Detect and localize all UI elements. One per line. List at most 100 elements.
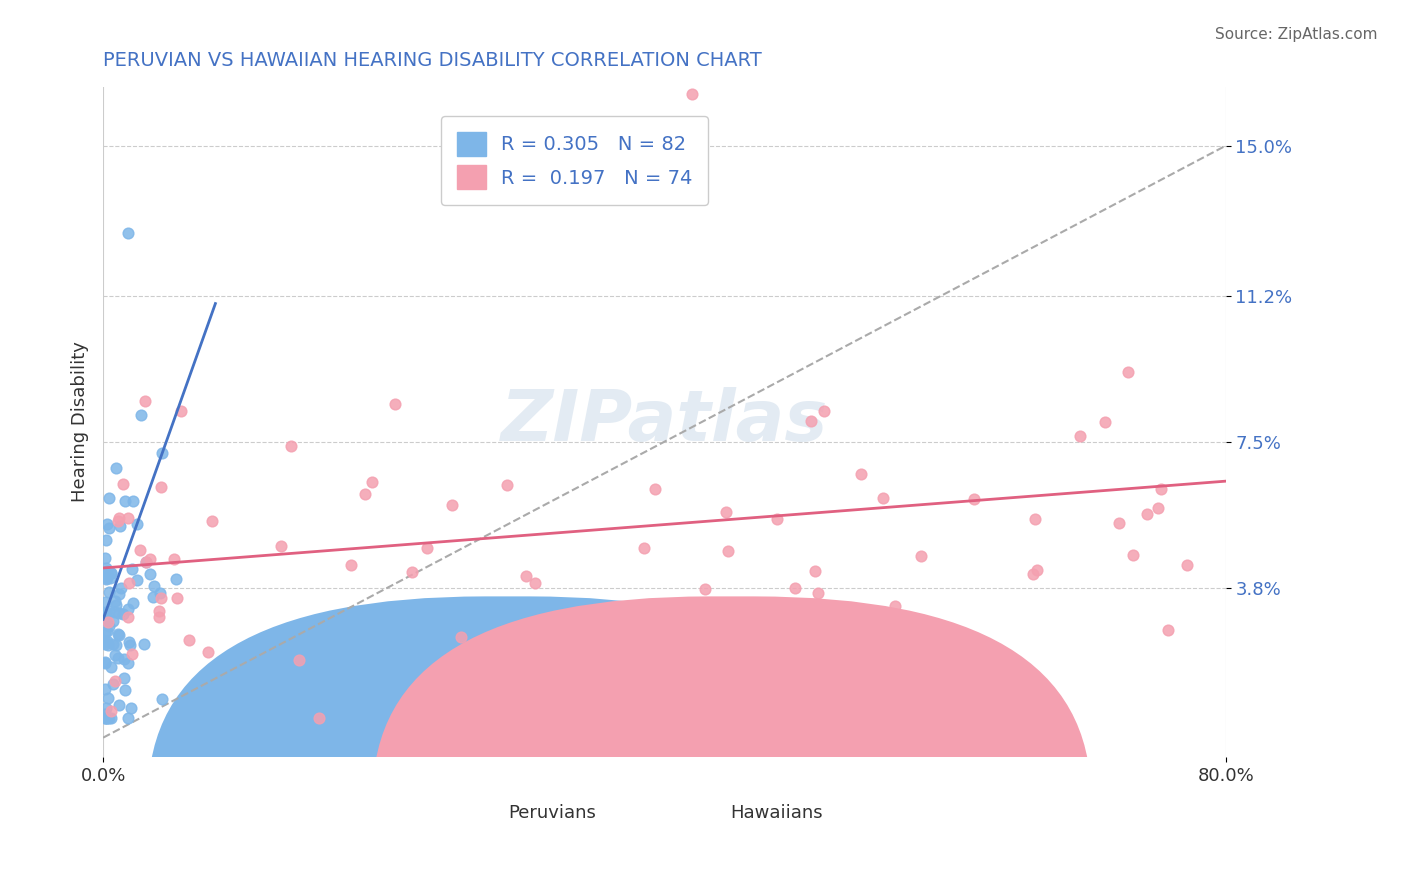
Peruvians <box>97 521 120 535</box>
Peruvians <box>94 700 117 714</box>
Peruvians <box>111 607 134 622</box>
Peruvians <box>93 637 115 651</box>
Hawaiians <box>783 581 806 595</box>
Hawaiians <box>1175 558 1198 573</box>
Peruvians <box>105 598 128 612</box>
Hawaiians <box>107 510 129 524</box>
Peruvians <box>104 594 127 608</box>
Peruvians <box>97 639 120 653</box>
Hawaiians <box>851 467 873 482</box>
Hawaiians <box>1150 483 1173 497</box>
Hawaiians <box>166 591 188 606</box>
Hawaiians <box>135 555 157 569</box>
Peruvians <box>93 681 115 696</box>
Peruvians <box>97 711 120 725</box>
Y-axis label: Hearing Disability: Hearing Disability <box>72 342 89 502</box>
Peruvians <box>96 634 118 648</box>
Hawaiians <box>150 480 173 494</box>
Peruvians <box>117 657 139 671</box>
Hawaiians <box>800 414 823 428</box>
Hawaiians <box>515 569 537 583</box>
FancyBboxPatch shape <box>148 597 866 892</box>
Peruvians <box>93 624 115 639</box>
Hawaiians <box>963 491 986 506</box>
Hawaiians <box>280 439 302 453</box>
Hawaiians <box>148 609 170 624</box>
Hawaiians <box>562 610 585 624</box>
Peruvians <box>94 711 117 725</box>
Peruvians <box>98 491 121 506</box>
Peruvians <box>112 652 135 666</box>
Hawaiians <box>499 645 522 659</box>
Hawaiians <box>804 564 827 578</box>
Peruvians <box>101 637 124 651</box>
Hawaiians <box>807 586 830 600</box>
Peruvians <box>107 698 129 713</box>
Hawaiians <box>1026 563 1049 577</box>
Hawaiians <box>150 591 173 605</box>
Text: Hawaiians: Hawaiians <box>730 805 823 822</box>
Hawaiians <box>1122 548 1144 562</box>
Hawaiians <box>118 575 141 590</box>
Peruvians <box>142 591 165 605</box>
Hawaiians <box>724 599 747 613</box>
Peruvians <box>120 638 142 652</box>
Hawaiians <box>401 565 423 579</box>
Legend: R = 0.305   N = 82, R =  0.197   N = 74: R = 0.305 N = 82, R = 0.197 N = 74 <box>441 116 709 204</box>
Peruvians <box>107 651 129 665</box>
Peruvians <box>104 648 127 663</box>
Peruvians <box>117 602 139 616</box>
Peruvians <box>122 596 145 610</box>
Hawaiians <box>1136 507 1159 521</box>
Peruvians <box>97 584 120 599</box>
Hawaiians <box>270 539 292 553</box>
Hawaiians <box>163 552 186 566</box>
Peruvians <box>96 571 118 585</box>
Peruvians <box>94 613 117 627</box>
Peruvians <box>94 572 117 586</box>
Peruvians <box>125 517 148 532</box>
Hawaiians <box>1022 567 1045 582</box>
Peruvians <box>103 677 125 691</box>
Peruvians <box>94 605 117 619</box>
Peruvians <box>100 566 122 581</box>
Peruvians <box>117 226 139 240</box>
Hawaiians <box>716 505 738 519</box>
Peruvians <box>114 682 136 697</box>
Hawaiians <box>361 475 384 490</box>
Text: ZIPatlas: ZIPatlas <box>501 387 828 457</box>
Peruvians <box>96 517 118 532</box>
Hawaiians <box>288 653 311 667</box>
Peruvians <box>135 555 157 569</box>
Peruvians <box>93 550 115 565</box>
Hawaiians <box>1069 428 1091 442</box>
Peruvians <box>107 627 129 641</box>
Hawaiians <box>134 393 156 408</box>
Peruvians <box>112 672 135 686</box>
Hawaiians <box>104 674 127 689</box>
Hawaiians <box>682 87 704 102</box>
Text: Peruvians: Peruvians <box>508 805 596 822</box>
Hawaiians <box>339 558 361 572</box>
Peruvians <box>94 533 117 548</box>
Peruvians <box>139 566 162 581</box>
Hawaiians <box>1116 365 1139 379</box>
Peruvians <box>93 656 115 670</box>
Peruvians <box>108 519 131 533</box>
Text: Source: ZipAtlas.com: Source: ZipAtlas.com <box>1215 27 1378 42</box>
Hawaiians <box>1024 512 1046 526</box>
Hawaiians <box>766 511 789 525</box>
Peruvians <box>98 604 121 618</box>
Peruvians <box>105 460 128 475</box>
Peruvians <box>104 605 127 619</box>
Hawaiians <box>910 549 932 563</box>
FancyBboxPatch shape <box>373 597 1091 892</box>
Hawaiians <box>872 491 894 505</box>
Hawaiians <box>1157 623 1180 637</box>
Peruvians <box>108 628 131 642</box>
Hawaiians <box>107 515 129 529</box>
Peruvians <box>98 619 121 633</box>
Hawaiians <box>169 404 191 418</box>
Peruvians <box>93 595 115 609</box>
Peruvians <box>120 700 142 714</box>
